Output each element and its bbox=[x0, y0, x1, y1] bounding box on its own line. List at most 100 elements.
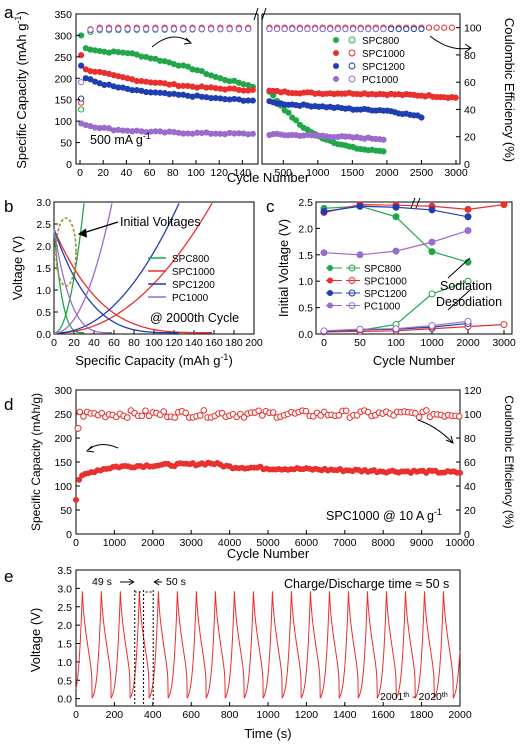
panel-d-y2tick-label: 0 bbox=[464, 529, 470, 541]
panel-c-sodiation-point-PC1000 bbox=[428, 238, 436, 246]
panel-a-y2tick-label: 100 bbox=[464, 23, 482, 35]
panel-c-sodiation-point-SPC1200 bbox=[356, 202, 364, 210]
panel-d-ce-point bbox=[415, 413, 423, 421]
panel-a-ce-point-PC1000 bbox=[266, 25, 273, 33]
panel-e-ytick-label: 1.5 bbox=[57, 639, 72, 651]
panel-b-legend-label-SPC1200: SPC1200 bbox=[172, 280, 215, 291]
panel-c-ytick-label: 1.0 bbox=[298, 276, 313, 288]
panel-d-y2tick-label: 60 bbox=[464, 457, 476, 469]
panel-a-ce-point-PC1000 bbox=[217, 25, 224, 33]
panel-c-sodiation-point-PC1000 bbox=[392, 247, 400, 255]
panel-e-xtick-label: 400 bbox=[144, 709, 162, 721]
panel-e-ytick-label: 2.5 bbox=[57, 602, 72, 614]
panel-d-ce-point bbox=[364, 408, 372, 416]
panel-b-ytick-label: 0.5 bbox=[36, 307, 51, 319]
panel-a-legend-open-SPC800 bbox=[348, 36, 356, 44]
panel-e-ytick-label: 0.5 bbox=[57, 675, 72, 687]
panel-a-legend: SPC800 SPC1000 SPC1200 PC1000 bbox=[333, 36, 405, 86]
panel-d-xlabel: Cycle Number bbox=[227, 546, 310, 561]
panel-c-xlabel: Cycle Number bbox=[373, 353, 456, 368]
panel-c-sodiation-label: Sodiation bbox=[440, 279, 492, 293]
panel-a-y2tick-label: 80 bbox=[464, 50, 476, 62]
panel-a-capacity-point-SPC800 bbox=[285, 109, 292, 116]
panel-b-legend: SPC800 SPC1000 SPC1200 PC1000 bbox=[148, 254, 215, 304]
panel-a-xtick-label: 100 bbox=[187, 167, 205, 179]
panel-c-legend-label-SPC1000: SPC1000 bbox=[364, 277, 407, 288]
panel-c-axis-break bbox=[410, 197, 421, 209]
panel-b-ytick-label: 1.0 bbox=[36, 285, 51, 297]
panel-e-ylabel: Voltage (V) bbox=[28, 608, 43, 672]
panel-c-ytick-label: 0.0 bbox=[298, 329, 313, 341]
panel-a-ce-point-PC1000 bbox=[296, 25, 303, 33]
panel-c-ytick-label: 2.5 bbox=[298, 197, 313, 209]
panel-d-ytick-label: 200 bbox=[54, 433, 72, 445]
panel-c-ylabel: Initial Voltage (V) bbox=[276, 219, 291, 317]
panel-a-xtick-label: 1500 bbox=[341, 167, 365, 179]
panel-d-xtick-label: 4000 bbox=[218, 537, 242, 549]
panel-a-frame-left bbox=[75, 13, 259, 165]
panel-d-xtick-label: 7000 bbox=[333, 537, 357, 549]
panel-a-ce-point-PC1000 bbox=[180, 25, 187, 33]
panel-a-xlabel: Cycle Number bbox=[227, 170, 310, 185]
panel-a-ce-point-PC1000 bbox=[380, 25, 387, 33]
panel-d-ce-point bbox=[171, 414, 178, 421]
panel-a-ce-point-PC1000 bbox=[124, 25, 131, 33]
panel-a-ytick-label: 50 bbox=[60, 138, 72, 150]
panel-a-ce-point-PC1000 bbox=[170, 25, 178, 33]
panel-a-ce-point-PC1000 bbox=[161, 25, 168, 33]
panel-c-xtick-label: 2000 bbox=[456, 337, 480, 349]
panel-e-xtick-label: 2000 bbox=[448, 709, 472, 721]
panel-d-ytick-label: 50 bbox=[60, 505, 72, 517]
panel-d-arrowhead-left bbox=[85, 445, 95, 453]
panel-a-ce-point-PC1000 bbox=[311, 25, 319, 33]
panel-d-ce-point bbox=[182, 409, 189, 417]
panel-a-ce-point-SPC1000 bbox=[433, 24, 440, 31]
panel-c-legend-filled-SPC800 bbox=[327, 265, 333, 271]
panel-d-arrow-right bbox=[417, 419, 453, 443]
panel-a-ce-point-PC1000 bbox=[152, 25, 159, 33]
panel-c-ytick-label: 1.5 bbox=[298, 250, 313, 262]
panel-c-ytick-label: 0.5 bbox=[298, 303, 313, 315]
panel-c-legend-label-PC1000: PC1000 bbox=[364, 302, 401, 313]
panel-b-discharge-curve-PC1000 bbox=[53, 229, 113, 334]
panel-c-sodiation-point-PC1000 bbox=[356, 251, 364, 259]
panel-d-ce-point bbox=[302, 407, 310, 415]
panel-d-ce-point bbox=[160, 408, 168, 415]
panel-e-xtick-label: 1800 bbox=[410, 709, 434, 721]
panel-a-legend-label-SPC800: SPC800 bbox=[362, 36, 400, 47]
panel-a-ce-point-PC1000 bbox=[78, 79, 85, 86]
panel-d-ce-point bbox=[255, 407, 262, 415]
panel-a-capacity-point-SPC800 bbox=[184, 63, 191, 70]
panel-c-legend-filled-SPC1000 bbox=[327, 277, 333, 284]
panel-d-ytick-label: 150 bbox=[54, 457, 72, 469]
panel-b-xtick-label: 200 bbox=[245, 337, 263, 349]
panel-a-ce-point-PC1000 bbox=[235, 25, 243, 33]
panel-c-sodiation-point-SPC1000 bbox=[500, 201, 508, 209]
panel-e-xtick-label: 0 bbox=[73, 709, 79, 721]
panel-a-capacity-point-SPC800 bbox=[292, 117, 300, 124]
panel-a-ce-point-SPC1200 bbox=[403, 25, 410, 33]
panel-d-ytick-label: 250 bbox=[54, 409, 72, 421]
panel-d-ytick-label: 300 bbox=[54, 385, 72, 397]
panel-a-legend-label-SPC1000: SPC1000 bbox=[362, 49, 405, 60]
panel-b-initial-voltage-ellipse bbox=[55, 217, 77, 287]
panel-b-initial-voltages-label: Initial Voltages bbox=[120, 215, 201, 229]
panel-d-ce-point bbox=[423, 407, 430, 414]
panel-a-ce-point-PC1000 bbox=[87, 26, 94, 33]
panel-c-break-slash bbox=[415, 197, 421, 209]
panel-a-ce-point-PC1000 bbox=[372, 25, 379, 33]
panel-e-xtick-label: 800 bbox=[221, 709, 239, 721]
panel-c-desodiation-point-PC1000 bbox=[320, 327, 328, 335]
panel-a-ytick-label: 350 bbox=[54, 9, 72, 21]
panel-a-ce-point-PC1000 bbox=[189, 25, 196, 33]
panel-b-xtick-label: 40 bbox=[88, 337, 100, 349]
panel-c-sodiation-point-PC1000 bbox=[320, 249, 328, 257]
panel-b-cycle-annotation: @ 2000th Cycle bbox=[150, 311, 239, 325]
panel-d-ytick-label: 0 bbox=[66, 529, 72, 541]
panel-a-capacity-point-SPC1200 bbox=[87, 76, 94, 83]
panel-e-xtick-label: 1400 bbox=[333, 709, 357, 721]
panel-d-y2tick-label: 120 bbox=[464, 385, 482, 397]
panel-a-legend-label-PC1000: PC1000 bbox=[362, 75, 399, 86]
panel-a-capacity-point-PC1000 bbox=[380, 136, 387, 143]
panel-a-ce-point-PC1000 bbox=[96, 25, 103, 33]
